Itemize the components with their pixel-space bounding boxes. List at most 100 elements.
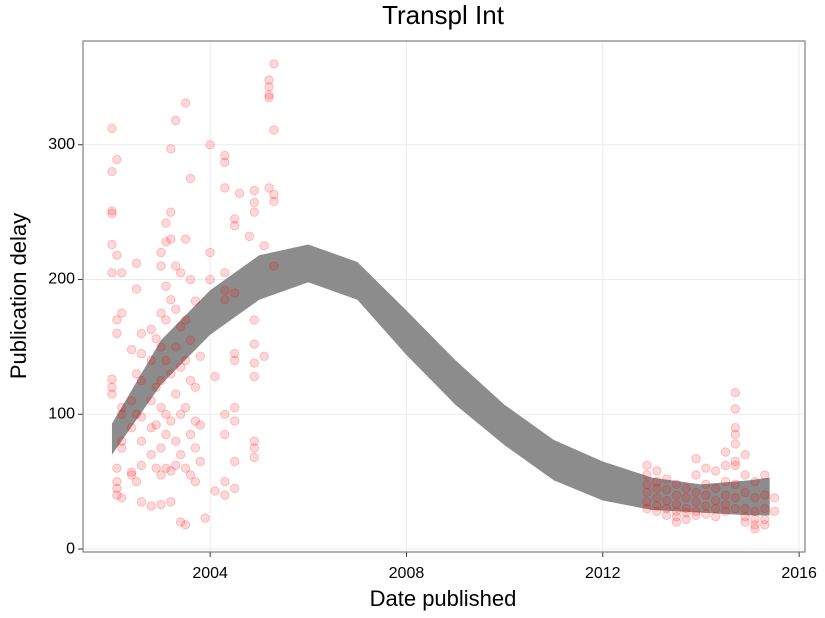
- data-point: [681, 503, 691, 514]
- data-point: [112, 328, 122, 339]
- data-point: [720, 499, 731, 510]
- data-point: [750, 476, 760, 487]
- chart-title: Transpl Int: [382, 0, 505, 30]
- data-point: [171, 460, 181, 471]
- data-point: [161, 281, 171, 291]
- data-point: [234, 188, 245, 198]
- data-point: [269, 59, 279, 69]
- data-point: [185, 470, 196, 480]
- data-point: [730, 439, 741, 449]
- data-point: [681, 483, 691, 494]
- data-point: [146, 423, 156, 433]
- data-point: [740, 470, 750, 480]
- data-point: [229, 288, 240, 298]
- plot-panel: [83, 41, 805, 552]
- data-point: [249, 371, 259, 382]
- data-point: [269, 196, 279, 207]
- data-point: [112, 250, 122, 260]
- data-point: [229, 416, 240, 426]
- data-point: [229, 220, 240, 231]
- data-point: [136, 436, 147, 446]
- data-point: [107, 382, 117, 393]
- data-point: [136, 348, 147, 359]
- data-point: [112, 483, 122, 494]
- data-point: [126, 423, 137, 433]
- data-point: [107, 167, 117, 177]
- data-point: [264, 183, 274, 193]
- data-point: [740, 503, 750, 514]
- data-point: [190, 443, 201, 453]
- data-point: [151, 334, 161, 344]
- data-point: [701, 479, 711, 490]
- data-point: [652, 506, 662, 517]
- data-point: [161, 218, 171, 228]
- data-point: [126, 470, 137, 480]
- data-point: [730, 456, 741, 467]
- data-point: [691, 506, 701, 517]
- data-point: [220, 490, 230, 500]
- data-point: [642, 470, 652, 480]
- data-point: [200, 513, 210, 523]
- data-point: [652, 466, 662, 476]
- data-point: [720, 476, 731, 487]
- data-point: [156, 247, 166, 258]
- data-point: [175, 409, 186, 419]
- data-point: [117, 308, 127, 318]
- data-point: [175, 362, 186, 372]
- data-point: [642, 503, 652, 514]
- data-point: [220, 476, 230, 487]
- data-point: [107, 123, 117, 134]
- data-point: [146, 450, 156, 460]
- data-point: [156, 342, 166, 352]
- data-point: [760, 514, 770, 525]
- data-point: [190, 416, 201, 426]
- data-point: [180, 520, 191, 530]
- data-point: [136, 460, 147, 471]
- data-point: [156, 402, 166, 413]
- data-point: [107, 268, 117, 278]
- data-point: [681, 514, 691, 525]
- data-point: [249, 436, 259, 446]
- data-point: [249, 315, 259, 325]
- data-point: [146, 324, 156, 335]
- data-point: [730, 460, 741, 471]
- data-point: [156, 375, 166, 386]
- data-point: [136, 328, 147, 339]
- data-point: [126, 396, 137, 406]
- data-point: [175, 268, 186, 278]
- data-point: [146, 355, 156, 366]
- data-point: [760, 520, 770, 530]
- y-tick-label: 300: [48, 136, 75, 153]
- data-point: [691, 470, 701, 480]
- data-point: [681, 493, 691, 503]
- data-point: [166, 295, 176, 305]
- data-point: [750, 493, 760, 503]
- data-point: [269, 125, 279, 135]
- data-point: [249, 443, 259, 453]
- data-point: [730, 423, 741, 433]
- data-point: [642, 497, 652, 507]
- data-point: [760, 490, 770, 500]
- data-point: [652, 476, 662, 487]
- data-point: [220, 285, 230, 296]
- data-point: [112, 315, 122, 325]
- data-point: [117, 443, 127, 453]
- data-point: [701, 501, 711, 511]
- data-point: [146, 501, 156, 511]
- data-point: [166, 207, 176, 217]
- data-point: [720, 447, 731, 457]
- data-point: [180, 355, 191, 366]
- data-point: [107, 239, 117, 250]
- data-point: [681, 507, 691, 518]
- data-point: [730, 388, 741, 398]
- data-point: [249, 185, 259, 196]
- data-point: [185, 429, 196, 440]
- confidence-ribbon: [111, 244, 770, 516]
- data-point: [249, 198, 259, 208]
- data-point: [117, 409, 127, 419]
- data-point: [161, 355, 171, 366]
- data-point: [229, 348, 240, 359]
- data-point: [185, 274, 196, 285]
- data-point: [156, 443, 166, 453]
- data-point: [229, 355, 240, 366]
